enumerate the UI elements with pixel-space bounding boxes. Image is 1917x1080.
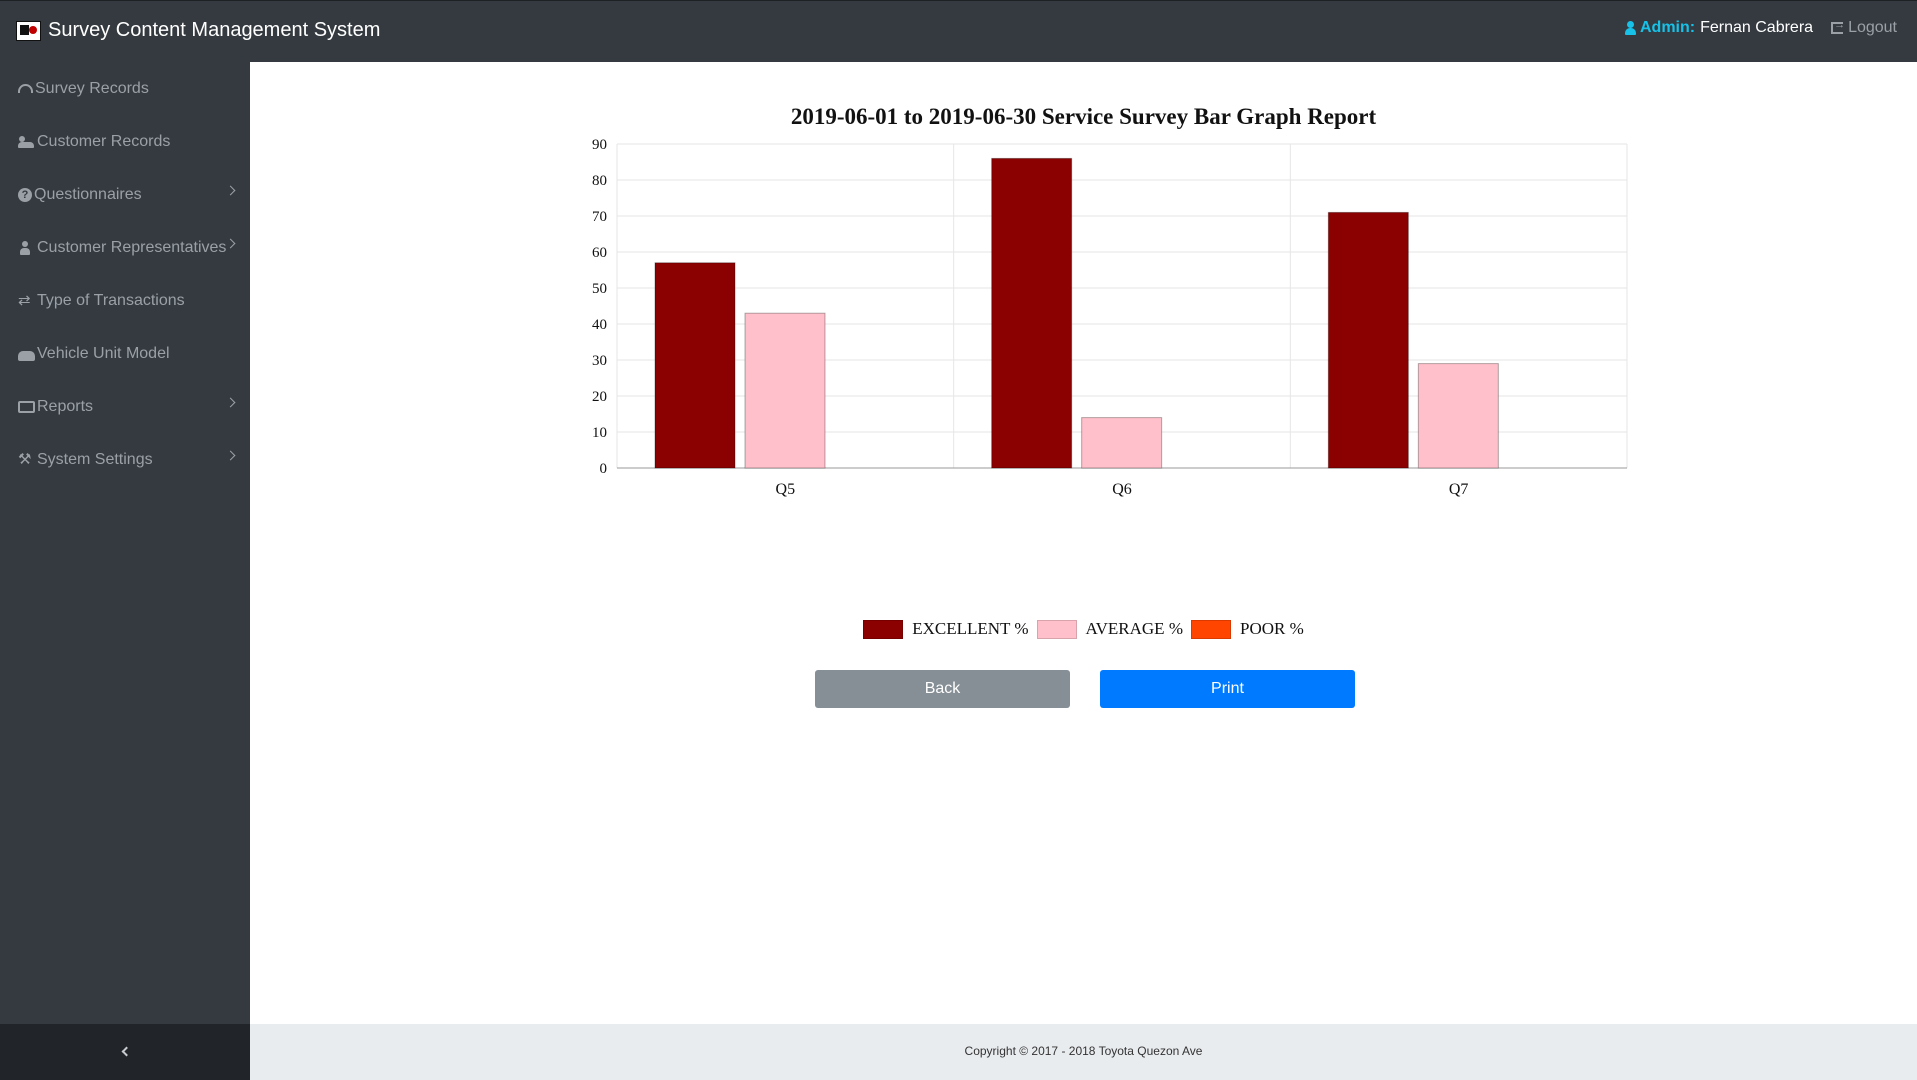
chevron-right-icon: [225, 185, 236, 196]
logout-link[interactable]: Logout: [1831, 19, 1897, 37]
copyright-text: Copyright © 2017 - 2018 Toyota Quezon Av…: [964, 1044, 1203, 1058]
sidebar-item-questionnaires[interactable]: ? Questionnaires: [0, 168, 250, 221]
logout-label: Logout: [1848, 19, 1897, 36]
user-area: Admin: Fernan Cabrera Logout: [1625, 19, 1897, 37]
app-title: Survey Content Management System: [48, 19, 381, 41]
wrench-icon: ⚒: [18, 450, 32, 468]
legend-item-excellent: EXCELLENT %: [863, 619, 1029, 639]
sidebar-item-customer-representatives[interactable]: Customer Representatives: [0, 221, 250, 274]
y-tick-label: 20: [592, 389, 607, 405]
sidebar-item-vehicle-unit-model[interactable]: Vehicle Unit Model: [0, 327, 250, 380]
legend-label: EXCELLENT %: [912, 619, 1029, 638]
brand[interactable]: Survey Content Management System: [16, 19, 380, 42]
legend-item-average: AVERAGE %: [1036, 619, 1183, 639]
bar-excellent-q7: [1327, 211, 1409, 469]
sidebar-item-label: Questionnaires: [34, 185, 142, 203]
sidebar-item-label: Vehicle Unit Model: [37, 344, 170, 362]
bar-excellent-q5: [654, 262, 736, 469]
chart-title: 2019-06-01 to 2019-06-30 Service Survey …: [790, 104, 1377, 129]
bar-average-q7: [1417, 363, 1499, 469]
y-tick-label: 70: [592, 209, 607, 225]
footer: Copyright © 2017 - 2018 Toyota Quezon Av…: [250, 1024, 1917, 1080]
car-icon: [18, 350, 35, 361]
users-icon: [18, 135, 35, 149]
main-content: 2019-06-01 to 2019-06-30 Service Survey …: [250, 62, 1917, 1024]
y-tick-label: 50: [592, 281, 607, 297]
sidebar-item-type-of-transactions[interactable]: ⇄ Type of Transactions: [0, 274, 250, 327]
x-tick-label: Q5: [776, 481, 796, 498]
y-tick-label: 90: [592, 137, 607, 153]
sidebar-item-survey-records[interactable]: Survey Records: [0, 62, 250, 115]
sidebar-item-customer-records[interactable]: Customer Records: [0, 115, 250, 168]
chevron-right-icon: [225, 238, 236, 249]
question-circle-icon: ?: [18, 187, 32, 202]
legend-swatch: [1036, 619, 1077, 639]
legend-label: POOR %: [1239, 619, 1304, 638]
sidebar-item-label: Reports: [37, 397, 94, 415]
tachometer-icon: [18, 84, 33, 93]
sidebar-item-label: Customer Representatives: [37, 238, 227, 256]
chevron-left-icon: [121, 1046, 132, 1057]
report-icon: [18, 400, 35, 413]
bar-average-q5: [744, 312, 826, 469]
bar-excellent-q6: [991, 157, 1073, 469]
print-button[interactable]: Print: [1100, 670, 1355, 708]
sidebar-item-reports[interactable]: Reports: [0, 380, 250, 433]
exchange-icon: ⇄: [18, 291, 31, 309]
sidebar-item-system-settings[interactable]: ⚒ System Settings: [0, 433, 250, 486]
admin-label: Admin:: [1640, 19, 1696, 36]
y-tick-label: 60: [592, 245, 607, 261]
legend-label: AVERAGE %: [1085, 619, 1183, 638]
sidebar-item-label: Type of Transactions: [37, 291, 185, 309]
x-tick-label: Q7: [1449, 481, 1469, 498]
sidebar-item-label: System Settings: [37, 450, 153, 468]
y-tick-label: 0: [600, 461, 608, 477]
legend-swatch: [863, 619, 904, 639]
user-icon: [18, 240, 35, 255]
sidebar: Survey Records Customer Records ? Questi…: [0, 62, 250, 1024]
top-navbar: Survey Content Management System Admin: …: [0, 0, 1917, 62]
admin-label-group: Admin:: [1625, 19, 1695, 37]
chart-legend: EXCELLENT % AVERAGE % POOR %: [250, 619, 1917, 639]
legend-item-poor: POOR %: [1190, 619, 1304, 639]
x-tick-label: Q6: [1112, 481, 1132, 498]
admin-name: Fernan Cabrera: [1700, 19, 1814, 36]
y-tick-label: 30: [592, 353, 607, 369]
legend-swatch: [1190, 619, 1231, 639]
back-button[interactable]: Back: [815, 670, 1070, 708]
chevron-right-icon: [225, 450, 236, 461]
brand-logo-icon: [16, 20, 41, 41]
sign-out-icon: [1831, 19, 1845, 34]
sidebar-item-label: Customer Records: [37, 132, 171, 150]
y-tick-label: 10: [592, 425, 607, 441]
sidebar-toggle-button[interactable]: [0, 1024, 250, 1080]
bar-average-q6: [1081, 417, 1163, 469]
bar-chart: 0 10 20 30 40 50 60 70 80 90 Q5 Q6 Q7: [592, 137, 1628, 498]
chevron-right-icon: [225, 397, 236, 408]
y-tick-label: 40: [592, 317, 607, 333]
y-tick-label: 80: [592, 173, 607, 189]
sidebar-item-label: Survey Records: [35, 79, 149, 97]
user-icon: [1625, 21, 1636, 35]
